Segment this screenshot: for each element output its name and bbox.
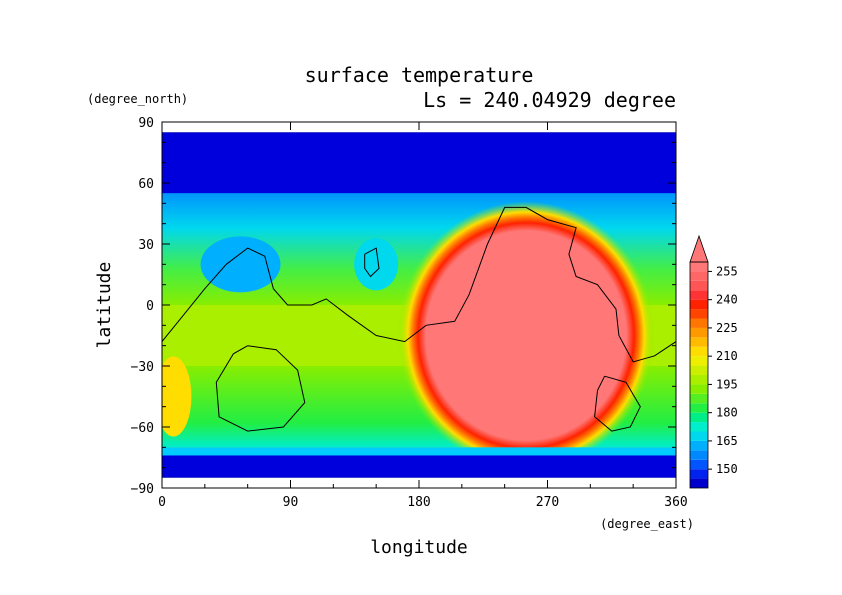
colorbar-segment (690, 327, 708, 338)
contour-line (364, 247, 380, 278)
colorbar-segment (690, 309, 708, 319)
field-cold-patch (200, 236, 281, 293)
y-tick-label: 0 (146, 299, 154, 314)
field-cold-patch (354, 238, 399, 291)
axis-ticks: 0 90 180 270 360 90 60 30 0 −30 −60 −90 (131, 116, 688, 510)
colorbar-tick-label: 225 (716, 321, 738, 335)
field-polar-cap (162, 451, 676, 478)
colorbar-segment (690, 346, 708, 357)
x-tick-label: 360 (664, 495, 687, 510)
colorbar-segment (690, 469, 708, 479)
y-tick-label: 90 (138, 116, 154, 131)
x-tick-label: 90 (283, 495, 299, 510)
colorbar-segment (690, 290, 708, 300)
colorbar-segment (690, 440, 708, 451)
colorbar-segment (690, 478, 708, 488)
colorbar-segment (690, 280, 708, 291)
colorbar-segment (690, 393, 708, 404)
field-polar-cap (162, 132, 676, 194)
colorbar-segment (690, 403, 708, 413)
y-units-label: (degree_north) (87, 92, 188, 106)
colorbar-tick-label: 195 (716, 377, 738, 391)
y-tick-label: −60 (131, 421, 154, 436)
x-axis-label: longitude (370, 537, 468, 558)
temperature-field (162, 122, 676, 488)
x-units-label: (degree_east) (600, 517, 694, 531)
colorbar-tick-label: 180 (716, 406, 738, 420)
colorbar-tick-label: 165 (716, 434, 738, 448)
colorbar-segment (690, 318, 708, 328)
colorbar-segment (690, 271, 708, 281)
x-tick-label: 180 (407, 495, 430, 510)
colorbar-segment (690, 450, 708, 460)
colorbar-segment (690, 365, 708, 375)
colorbar: 255 240 225 210 195 180 165 150 (689, 234, 738, 489)
y-tick-label: 60 (138, 177, 154, 192)
colorbar-frame (689, 261, 709, 489)
colorbar-extend-arrow (689, 234, 709, 263)
contour-line (162, 206, 676, 363)
x-tick-label: 0 (158, 495, 166, 510)
chart-title: surface temperature (305, 63, 534, 87)
colorbar-tick-label: 240 (716, 293, 738, 307)
contour-line (594, 375, 641, 432)
y-tick-label: 30 (138, 238, 154, 253)
colorbar-segment (690, 384, 708, 394)
colorbar-tick-label: 255 (716, 264, 738, 278)
colorbar-segment (690, 422, 708, 432)
colorbar-segment (690, 431, 708, 441)
colorbar-segment (690, 375, 708, 385)
y-axis-label: latitude (94, 262, 115, 349)
field-warm-patch (162, 356, 192, 437)
colorbar-segment (690, 412, 708, 423)
contour-line (215, 345, 306, 432)
colorbar-segment (690, 299, 708, 310)
chart-subtitle: Ls = 240.04929 degree (423, 88, 676, 112)
colorbar-tick-label: 150 (716, 462, 738, 476)
x-tick-label: 270 (536, 495, 559, 510)
colorbar-segment (690, 337, 708, 347)
colorbar-segment (690, 262, 708, 272)
colorbar-segment (690, 356, 708, 366)
field-hot-region (397, 201, 655, 470)
colorbar-tick-label: 210 (716, 349, 738, 363)
colorbar-segment (690, 459, 708, 470)
topography-contours (162, 206, 676, 432)
y-tick-label: −30 (131, 360, 154, 375)
y-tick-label: −90 (131, 482, 154, 497)
field-cap-edge (162, 447, 676, 456)
